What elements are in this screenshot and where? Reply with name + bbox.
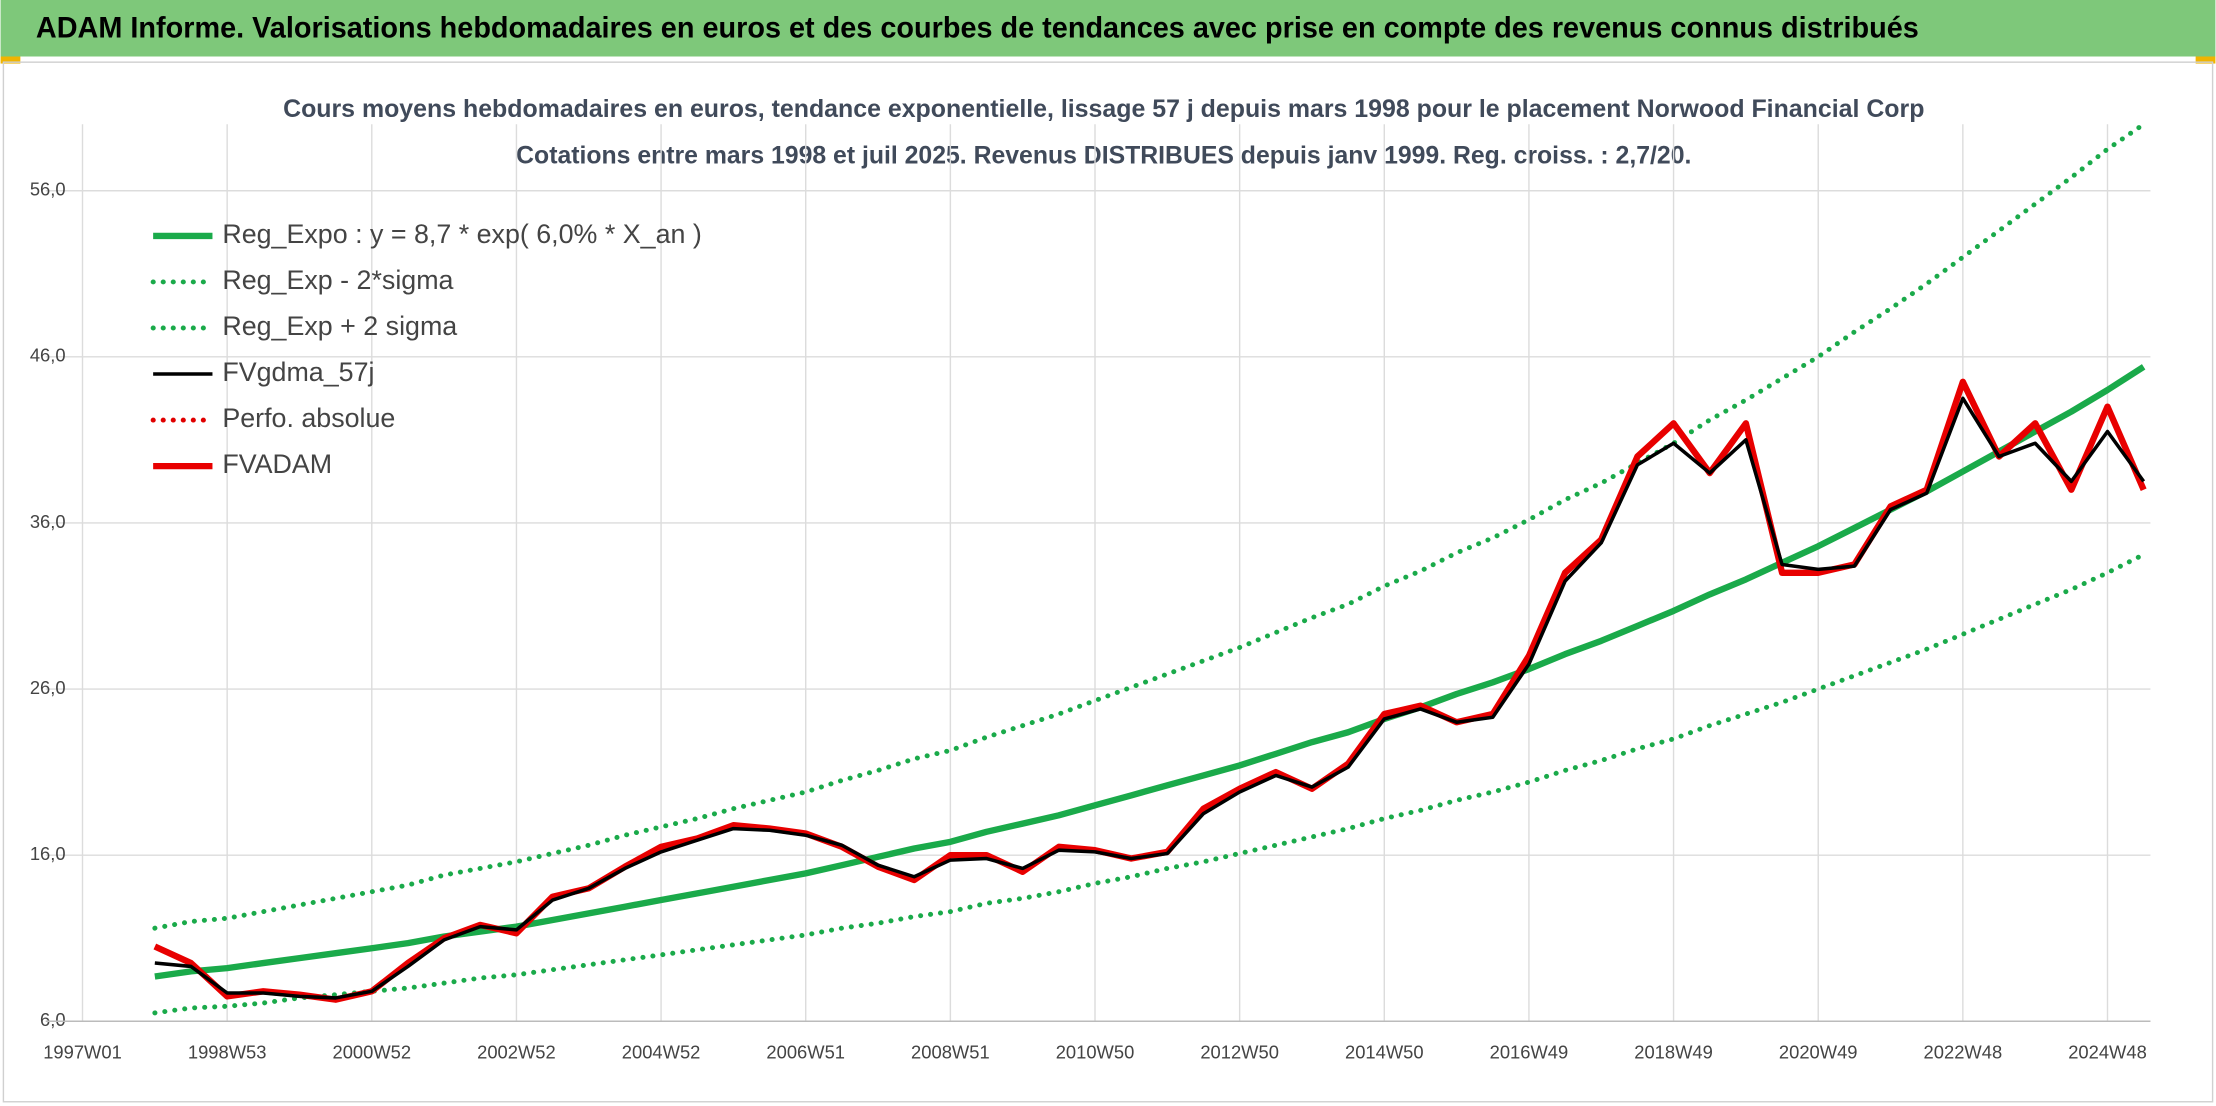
x-tick-label: 2010W50 [1056,1042,1135,1063]
series-line [154,364,2146,980]
chart-subtitle: Cotations entre mars 1998 et juil 2025. … [516,142,1691,170]
legend-label: Perfo. absolue [222,403,395,433]
legend-label: Reg_Exp + 2 sigma [222,311,457,341]
legend-label: Reg_Expo : y = 8,7 * exp( 6,0% * X_an ) [222,219,701,249]
x-tick-label: 2018W49 [1634,1042,1713,1063]
y-tick-label: 46,0 [30,345,66,366]
corner-mark [2195,56,2216,64]
chart-frame [2,61,2214,1103]
x-tick-label: 2024W48 [2068,1042,2147,1063]
x-tick-label: 2004W52 [622,1042,701,1063]
x-tick-label: 2008W51 [911,1042,990,1063]
legend-label: Reg_Exp - 2*sigma [222,265,453,295]
series-line [152,121,2147,931]
y-tick-label: 36,0 [30,511,66,532]
x-tick-label: 2022W48 [1924,1042,2003,1063]
y-tick-label: 26,0 [30,677,66,698]
x-tick-label: 2016W49 [1490,1042,1569,1063]
x-tick-label: 1998W53 [188,1042,267,1063]
y-tick-label: 6,0 [40,1009,66,1030]
x-tick-label: 2020W49 [1779,1042,1858,1063]
y-tick-label: 16,0 [30,843,66,864]
x-tick-label: 2006W51 [766,1042,845,1063]
series-line [152,552,2147,1016]
chart-title: Cours moyens hebdomadaires en euros, ten… [283,95,1924,123]
header-title: ADAM Informe. Valorisations hebdomadaire… [36,11,1919,44]
x-tick-label: 2000W52 [332,1042,411,1063]
y-tick-label: 56,0 [30,179,66,200]
x-tick-label: 2012W50 [1200,1042,1279,1063]
legend-label: FVgdma_57j [222,357,374,387]
corner-mark [0,56,21,64]
legend-label: FVADAM [222,449,332,479]
series-line [154,396,2146,1000]
x-tick-label: 2002W52 [477,1042,556,1063]
x-tick-label: 1997W01 [43,1042,122,1063]
x-tick-label: 2014W50 [1345,1042,1424,1063]
header-bar [0,0,2216,57]
